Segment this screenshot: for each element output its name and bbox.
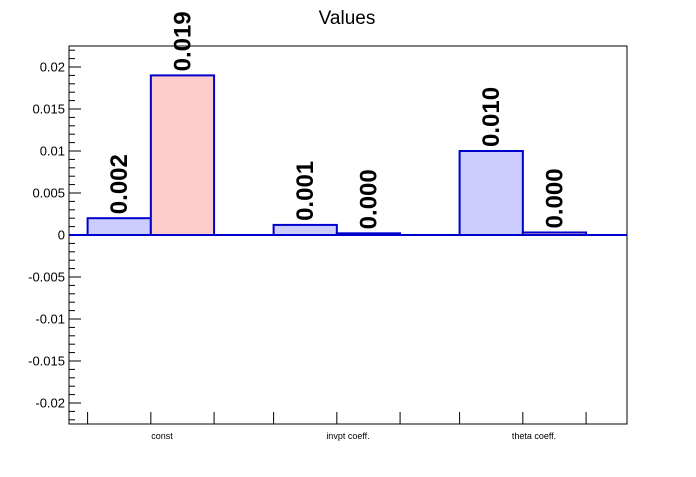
bars [86, 74, 588, 237]
y-tick-label: 0.01 [40, 144, 65, 159]
bar-series2-0 [149, 74, 216, 237]
data-label: 0.010 [478, 87, 505, 147]
x-axis: const invpt coeff. theta coeff. [87, 412, 587, 441]
bar-series1-0 [86, 217, 152, 236]
data-label: 0.019 [169, 11, 196, 71]
chart-title: Values [319, 8, 376, 29]
data-label: 0.001 [292, 161, 319, 221]
y-tick-label: -0.005 [28, 270, 65, 285]
y-tick-label: 0.02 [40, 60, 65, 75]
x-category-label: theta coeff. [512, 431, 556, 441]
bar-series1-1 [272, 223, 338, 236]
x-category-label: const [151, 431, 173, 441]
y-tick-label: -0.01 [35, 312, 65, 327]
data-labels: 0.002 0.019 0.001 0.000 0.010 0.000 [106, 11, 568, 229]
y-tick-label: 0 [58, 228, 65, 243]
y-tick-label: -0.015 [28, 354, 65, 369]
y-tick-label: -0.02 [35, 396, 65, 411]
data-label: 0.002 [106, 154, 133, 214]
y-tick-label: 0.015 [32, 102, 65, 117]
data-label: 0.000 [541, 168, 568, 228]
x-category-label: invpt coeff. [326, 431, 369, 441]
bar-series1-2 [458, 150, 524, 236]
y-tick-label: 0.005 [32, 186, 65, 201]
data-label: 0.000 [355, 169, 382, 229]
y-axis: -0.02 -0.015 -0.01 -0.005 0 0.005 0.01 0.015 0.0… [28, 49, 81, 421]
